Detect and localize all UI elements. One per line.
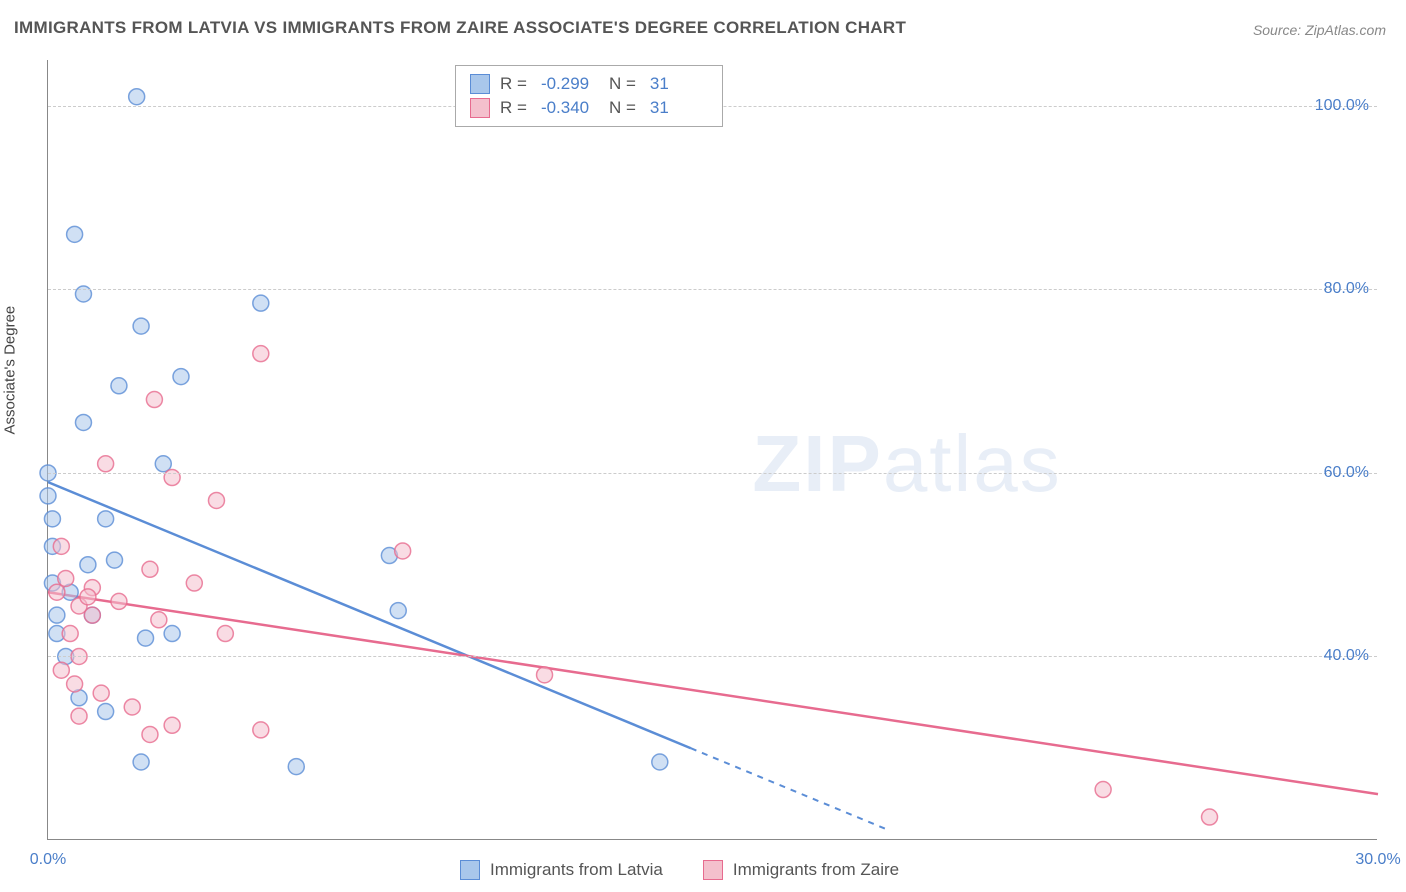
y-tick-label: 60.0% (1324, 464, 1369, 482)
y-tick-label: 80.0% (1324, 280, 1369, 298)
legend-series: Immigrants from Latvia Immigrants from Z… (460, 860, 899, 880)
legend-stats-row-zaire: R = -0.340 N = 31 (470, 96, 708, 120)
n-value-latvia: 31 (650, 74, 708, 94)
swatch-latvia (460, 860, 480, 880)
swatch-zaire (703, 860, 723, 880)
grid-line (48, 289, 1377, 290)
grid-line (48, 656, 1377, 657)
legend-item-latvia: Immigrants from Latvia (460, 860, 663, 880)
swatch-zaire (470, 98, 490, 118)
series-name-latvia: Immigrants from Latvia (490, 860, 663, 880)
swatch-latvia (470, 74, 490, 94)
source-label: Source: ZipAtlas.com (1253, 22, 1386, 38)
n-value-zaire: 31 (650, 98, 708, 118)
n-label: N = (609, 98, 636, 118)
r-value-zaire: -0.340 (541, 98, 599, 118)
r-label: R = (500, 98, 527, 118)
x-tick-label: 30.0% (1355, 851, 1400, 869)
chart-area: ZIPatlas 40.0%60.0%80.0%100.0%0.0%30.0% (47, 60, 1377, 840)
series-name-zaire: Immigrants from Zaire (733, 860, 899, 880)
r-value-latvia: -0.299 (541, 74, 599, 94)
legend-stats-row-latvia: R = -0.299 N = 31 (470, 72, 708, 96)
y-axis-title: Associate's Degree (2, 306, 19, 435)
y-tick-label: 40.0% (1324, 647, 1369, 665)
x-tick-label: 0.0% (30, 851, 66, 869)
legend-item-zaire: Immigrants from Zaire (703, 860, 899, 880)
chart-title: IMMIGRANTS FROM LATVIA VS IMMIGRANTS FRO… (14, 18, 906, 38)
scatter-plot (48, 60, 1377, 839)
grid-line (48, 473, 1377, 474)
r-label: R = (500, 74, 527, 94)
legend-stats: R = -0.299 N = 31 R = -0.340 N = 31 (455, 65, 723, 127)
y-tick-label: 100.0% (1315, 97, 1369, 115)
n-label: N = (609, 74, 636, 94)
